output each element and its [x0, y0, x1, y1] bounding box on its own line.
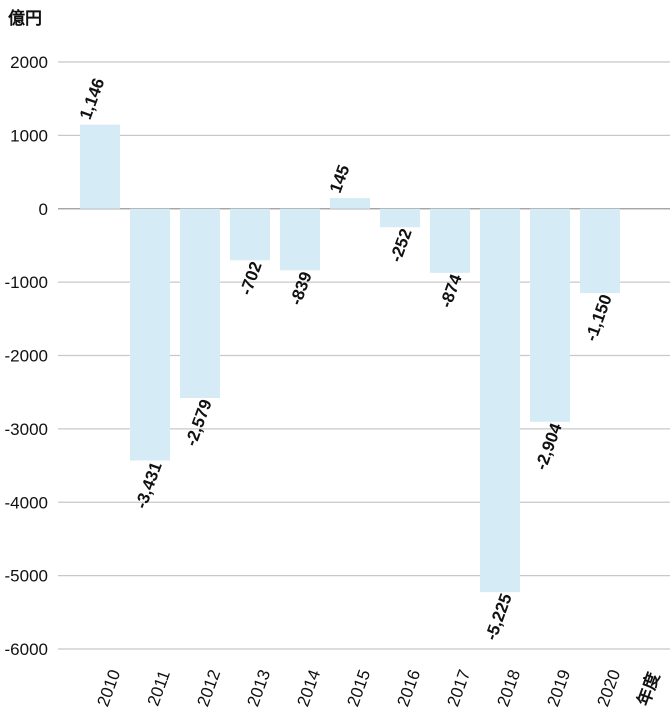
bar-2012 [180, 208, 220, 398]
bar-2018 [480, 208, 520, 593]
x-axis-title: 年度 [633, 669, 665, 709]
y-tick-label: -2000 [5, 347, 48, 366]
x-tick-label: 2014 [293, 667, 324, 709]
x-tick-label: 2020 [593, 667, 624, 709]
bar-2010 [80, 124, 120, 209]
x-tick-label: 2016 [393, 667, 424, 709]
y-tick-label: -5000 [5, 567, 48, 586]
y-tick-label: 2000 [10, 53, 48, 72]
data-label: -3,431 [131, 459, 165, 511]
y-tick-label: 1000 [10, 126, 48, 145]
bar-2019 [530, 208, 570, 422]
x-tick-label: 2017 [443, 667, 474, 709]
data-label: -1,150 [581, 292, 615, 344]
data-label: -252 [386, 226, 415, 264]
bar-2011 [130, 208, 170, 461]
data-label: -702 [236, 259, 265, 297]
bars [80, 124, 620, 593]
data-label: -839 [286, 269, 315, 307]
x-axis-ticks: 2010 2011 2012 2013 2014 2015 2016 2017 2018 2019… [93, 667, 624, 709]
unit-label: 億円 [8, 8, 42, 29]
x-tick-label: 2010 [93, 667, 124, 709]
bar-2013 [230, 208, 270, 261]
bar-2020 [580, 208, 620, 294]
bar-2016 [380, 208, 420, 228]
data-label: 1,146 [76, 76, 108, 122]
y-tick-label: 0 [39, 200, 48, 219]
x-tick-label: 2018 [493, 667, 524, 709]
x-tick-label: 2011 [144, 668, 174, 709]
data-label: 145 [326, 162, 354, 195]
y-tick-label: -6000 [5, 640, 48, 659]
y-axis-ticks: 2000 1000 0 -1000 -2000 -3000 -4000 -5000 -6000 [5, 53, 48, 659]
bar-2015 [330, 198, 370, 209]
y-tick-label: -1000 [5, 273, 48, 292]
bar-2017 [430, 208, 470, 273]
x-tick-label: 2013 [243, 667, 274, 709]
y-tick-label: -4000 [5, 493, 48, 512]
x-tick-label: 2019 [543, 667, 574, 709]
data-label: -2,904 [531, 420, 566, 472]
bar-2014 [280, 208, 320, 271]
data-label: -874 [436, 271, 466, 310]
data-label: -5,225 [481, 591, 515, 643]
x-tick-label: 2012 [193, 667, 224, 709]
x-tick-label: 2015 [343, 667, 374, 709]
y-tick-label: -3000 [5, 420, 48, 439]
data-label: -2,579 [181, 397, 215, 449]
